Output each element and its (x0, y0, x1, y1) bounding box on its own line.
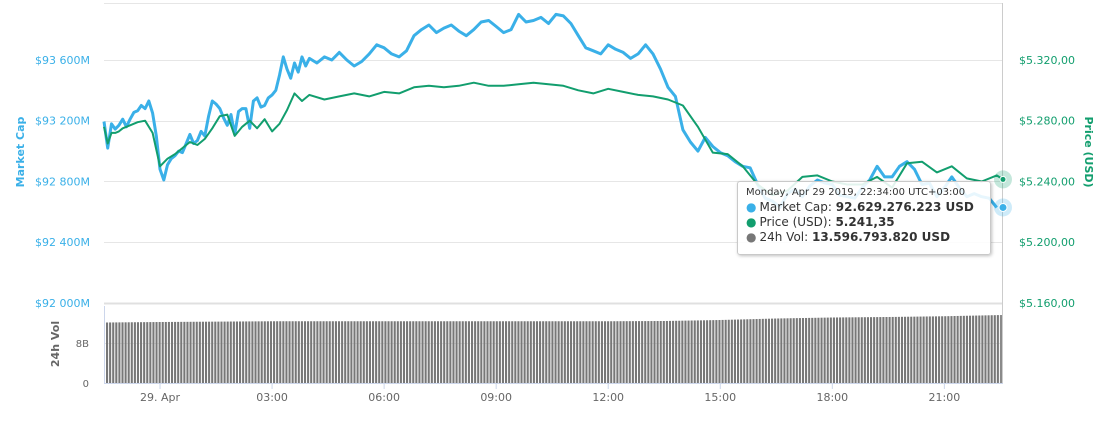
market-cap-line (102, 12, 998, 209)
price-line (103, 81, 1004, 197)
tooltip-market-cap-value: 92.629.276.223 USD (835, 200, 974, 214)
tooltip-price-label: Price (USD): (759, 215, 836, 229)
market-cap-hover-point (998, 202, 1008, 212)
market-cap-tick-label: $92 400M (35, 236, 90, 249)
market-cap-tick-label: $92 000M (35, 297, 90, 310)
market-cap-tick-label: $92 800M (35, 175, 90, 188)
price-hover-point (999, 175, 1007, 183)
market-cap-axis-title: Market Cap (14, 117, 27, 188)
market-cap-tick-label: $93 200M (35, 115, 90, 128)
hover-markers (994, 170, 1012, 217)
volume-axis-ticks: 0 8B (76, 339, 89, 390)
tooltip: Monday, Apr 29 2019, 22:34:00 UTC+03:00 … (737, 181, 991, 255)
volume-tick-label: 8B (76, 339, 89, 350)
price-tick-label: $5.320,00 (1019, 54, 1075, 67)
tooltip-price-value: 5.241,35 (835, 215, 895, 229)
tooltip-date: Monday, Apr 29 2019, 22:34:00 UTC+03:00 (746, 187, 966, 198)
time-tick-label: 29. Apr (140, 391, 180, 404)
time-tick-label: 21:00 (929, 391, 961, 404)
price-axis-ticks: $5.160,00 $5.200,00 $5.240,00 $5.280,00 $5.3… (1019, 54, 1075, 310)
tooltip-volume-value: 13.596.793.820 USD (811, 230, 951, 244)
series-lines (102, 12, 1004, 209)
tooltip-market-cap-label: Market Cap: (759, 200, 836, 214)
price-tick-label: $5.160,00 (1019, 297, 1075, 310)
market-cap-dot-icon: ● (746, 200, 757, 214)
price-tick-label: $5.280,00 (1019, 115, 1075, 128)
time-tick-label: 12:00 (592, 391, 624, 404)
time-tick-label: 09:00 (480, 391, 512, 404)
price-tick-label: $5.200,00 (1019, 236, 1075, 249)
time-tick-label: 06:00 (368, 391, 400, 404)
volume-tick-label: 0 (83, 379, 89, 390)
volume-bars (106, 315, 1002, 384)
tooltip-volume-row: ● 24h Vol: 13.596.793.820 USD (746, 230, 982, 245)
volume-axis-title: 24h Vol (49, 321, 62, 367)
tooltip-market-cap-row: ● Market Cap: 92.629.276.223 USD (746, 200, 982, 215)
tooltip-price-row: ● Price (USD): 5.241,35 (746, 215, 982, 230)
time-tick-label: 18:00 (816, 391, 848, 404)
price-dot-icon: ● (746, 215, 757, 229)
volume-dot-icon: ● (746, 230, 757, 244)
time-axis-ticks: 29. Apr 03:00 06:00 09:00 12:00 15:00 18:00 21:… (140, 383, 960, 404)
time-tick-label: 15:00 (704, 391, 736, 404)
market-cap-axis-ticks: $92 000M $92 400M $92 800M $93 200M $93 600M (35, 54, 90, 310)
time-tick-label: 03:00 (256, 391, 288, 404)
price-axis-title: Price (USD) (1082, 116, 1095, 187)
gridlines (104, 3, 1003, 304)
market-cap-tick-label: $93 600M (35, 54, 90, 67)
price-tick-label: $5.240,00 (1019, 175, 1075, 188)
tooltip-volume-label: 24h Vol: (759, 230, 812, 244)
